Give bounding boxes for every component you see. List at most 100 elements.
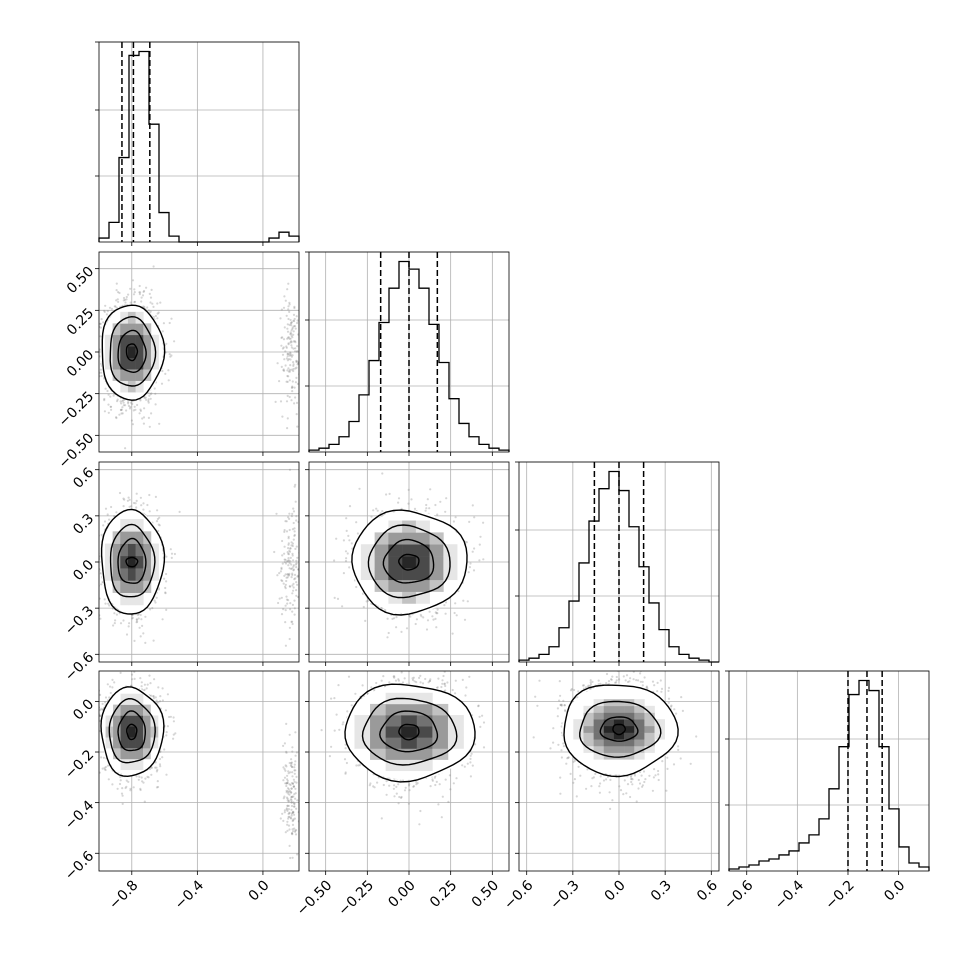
sample-point — [142, 305, 145, 308]
sample-point — [286, 573, 289, 576]
sample-point — [285, 576, 288, 579]
sample-point — [104, 387, 107, 390]
sample-point — [295, 594, 298, 597]
sample-point — [109, 395, 112, 398]
sample-point — [287, 516, 290, 519]
sample-point — [287, 564, 290, 567]
sample-point — [97, 323, 99, 325]
sample-point — [285, 530, 289, 533]
sample-point — [135, 621, 138, 624]
sample-point — [292, 364, 295, 367]
sample-point — [148, 425, 151, 428]
sample-point — [297, 333, 299, 336]
sample-point — [289, 602, 292, 605]
sample-point — [293, 317, 296, 321]
sample-point — [115, 613, 118, 616]
sample-point — [95, 587, 97, 589]
sample-point — [291, 390, 294, 393]
sample-point — [125, 785, 128, 788]
density-cell — [135, 380, 144, 393]
sample-point — [178, 510, 181, 513]
sample-point — [287, 553, 290, 556]
sample-point — [287, 343, 290, 346]
sample-point — [288, 337, 291, 340]
sample-point — [169, 355, 172, 358]
sample-point — [145, 687, 148, 690]
sample-point — [138, 626, 141, 629]
sample-point — [131, 617, 134, 620]
sample-point — [141, 417, 144, 420]
sample-point — [100, 371, 103, 374]
sample-point — [122, 505, 125, 508]
sample-point — [292, 330, 295, 333]
density-cell — [135, 543, 144, 557]
sample-point — [147, 399, 150, 403]
sample-point — [288, 550, 292, 553]
sample-point — [280, 567, 283, 571]
sample-point — [156, 317, 159, 320]
panel-2-0 — [88, 468, 299, 652]
sample-point — [99, 335, 102, 338]
sample-point — [132, 409, 135, 412]
sample-point — [92, 735, 94, 737]
sample-point — [104, 602, 107, 605]
sample-point — [289, 337, 292, 340]
density-cell — [135, 580, 144, 593]
sample-point — [122, 497, 125, 500]
sample-point — [170, 552, 174, 555]
sample-point — [109, 405, 113, 408]
sample-point — [282, 608, 285, 611]
sample-point — [108, 306, 112, 309]
sample-point — [115, 416, 118, 419]
sample-point — [279, 317, 282, 320]
sample-point — [286, 573, 289, 576]
sample-point — [133, 405, 136, 408]
sample-point — [296, 574, 299, 577]
sample-point — [290, 321, 293, 324]
sample-point — [149, 310, 152, 313]
sample-point — [288, 585, 291, 588]
sample-point — [287, 336, 290, 339]
sample-point — [154, 403, 157, 406]
density-cell — [150, 334, 159, 347]
sample-point — [91, 600, 93, 602]
sample-point — [283, 545, 286, 548]
sample-point — [281, 336, 284, 339]
sample-point — [281, 554, 284, 557]
sample-point — [291, 336, 294, 339]
sample-point — [129, 287, 132, 290]
sample-point — [117, 291, 120, 294]
sample-point — [153, 678, 156, 681]
sample-point — [88, 550, 90, 552]
density-cell — [120, 380, 129, 393]
density-cell — [120, 555, 129, 569]
sample-point — [292, 313, 296, 316]
sample-point — [285, 595, 288, 598]
sample-point — [287, 375, 290, 378]
sample-point — [168, 353, 171, 356]
sample-point — [136, 403, 139, 407]
sample-point — [133, 677, 136, 681]
sample-point — [292, 369, 295, 373]
sample-point — [92, 532, 94, 534]
density-cell — [127, 568, 136, 581]
sample-point — [291, 572, 294, 575]
sample-point — [160, 382, 164, 385]
sample-point — [126, 499, 129, 502]
sample-point — [94, 543, 96, 545]
sample-point — [290, 324, 293, 327]
sample-point — [127, 404, 130, 407]
sample-point — [293, 340, 296, 343]
sample-point — [143, 407, 146, 410]
sample-point — [114, 305, 117, 308]
sample-point — [290, 399, 293, 402]
sample-point — [99, 322, 102, 325]
sample-point — [142, 422, 145, 425]
sample-point — [286, 417, 289, 420]
sample-point — [155, 766, 158, 769]
sample-point — [289, 354, 293, 357]
sample-point — [77, 339, 79, 341]
sample-point — [158, 516, 161, 519]
sample-point — [292, 340, 295, 343]
sample-point — [135, 618, 138, 622]
